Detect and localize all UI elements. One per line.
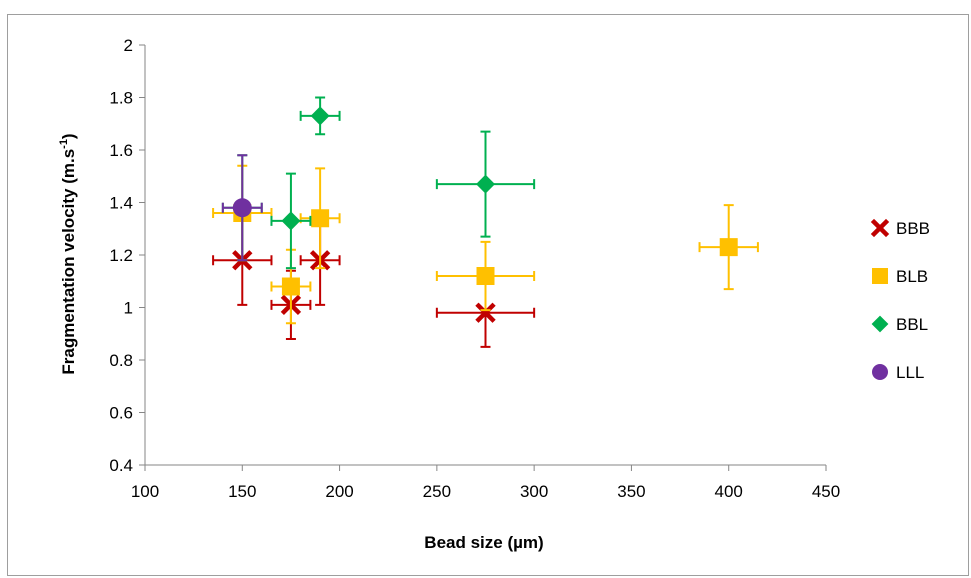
- data-point: [221, 154, 263, 262]
- legend-item-lll: LLL: [872, 363, 924, 382]
- x-axis-title: Bead size (µm): [424, 533, 543, 552]
- x-tick-label: 250: [423, 482, 451, 501]
- y-tick-label: 0.4: [109, 456, 133, 475]
- legend-item-blb: BLB: [872, 267, 928, 286]
- y-tick-label: 0.6: [109, 404, 133, 423]
- x-tick-label: 350: [617, 482, 645, 501]
- legend-item-bbb: BBB: [870, 218, 930, 238]
- legend-item-bbl: BBL: [871, 315, 928, 334]
- legend-label: BBB: [896, 219, 930, 238]
- x-tick-label: 100: [131, 482, 159, 501]
- y-tick-label: 1.8: [109, 89, 133, 108]
- y-tick-label: 1.6: [109, 141, 133, 160]
- marker-circle: [872, 364, 888, 380]
- marker-square: [872, 268, 888, 284]
- y-tick-label: 2: [124, 36, 133, 55]
- data-point: [435, 240, 536, 312]
- chart-frame: [7, 14, 969, 576]
- x-tick-label: 200: [325, 482, 353, 501]
- legend: BBB BLB BBL LLL: [870, 218, 930, 382]
- x-tick-label: 150: [228, 482, 256, 501]
- marker-x: [475, 302, 496, 323]
- marker-square: [281, 277, 300, 296]
- marker-square: [719, 238, 738, 257]
- y-tick-label: 0.8: [109, 351, 133, 370]
- series-blb: [212, 164, 759, 325]
- x-tick-label: 400: [715, 482, 743, 501]
- marker-diamond: [476, 174, 495, 194]
- marker-diamond: [310, 106, 330, 126]
- y-tick-label: 1: [124, 299, 133, 318]
- marker-square: [311, 209, 330, 228]
- series-layer: [212, 96, 759, 348]
- axes: 0.4 0.6 0.8 1 1.2 1.4 1.6 1.8 2 100 150 200 250 300 35…: [109, 36, 840, 501]
- marker-circle: [232, 198, 252, 218]
- x-tick-label: 450: [812, 482, 840, 501]
- data-point: [299, 167, 341, 270]
- data-point: [698, 204, 759, 291]
- marker-x: [870, 218, 890, 238]
- legend-label: BBL: [896, 315, 928, 334]
- marker-diamond: [871, 315, 889, 333]
- marker-square: [476, 267, 495, 285]
- legend-label: LLL: [896, 363, 924, 382]
- y-tick-label: 1.2: [109, 246, 133, 265]
- data-point: [435, 130, 536, 238]
- data-point: [270, 172, 312, 270]
- marker-diamond: [281, 211, 301, 231]
- series-lll: [221, 154, 263, 262]
- x-tick-label: 300: [520, 482, 548, 501]
- legend-label: BLB: [896, 267, 928, 286]
- y-axis-title: Fragmentation velocity (m.s-1): [58, 133, 78, 374]
- y-tick-label: 1.4: [109, 194, 133, 213]
- data-point: [299, 96, 341, 136]
